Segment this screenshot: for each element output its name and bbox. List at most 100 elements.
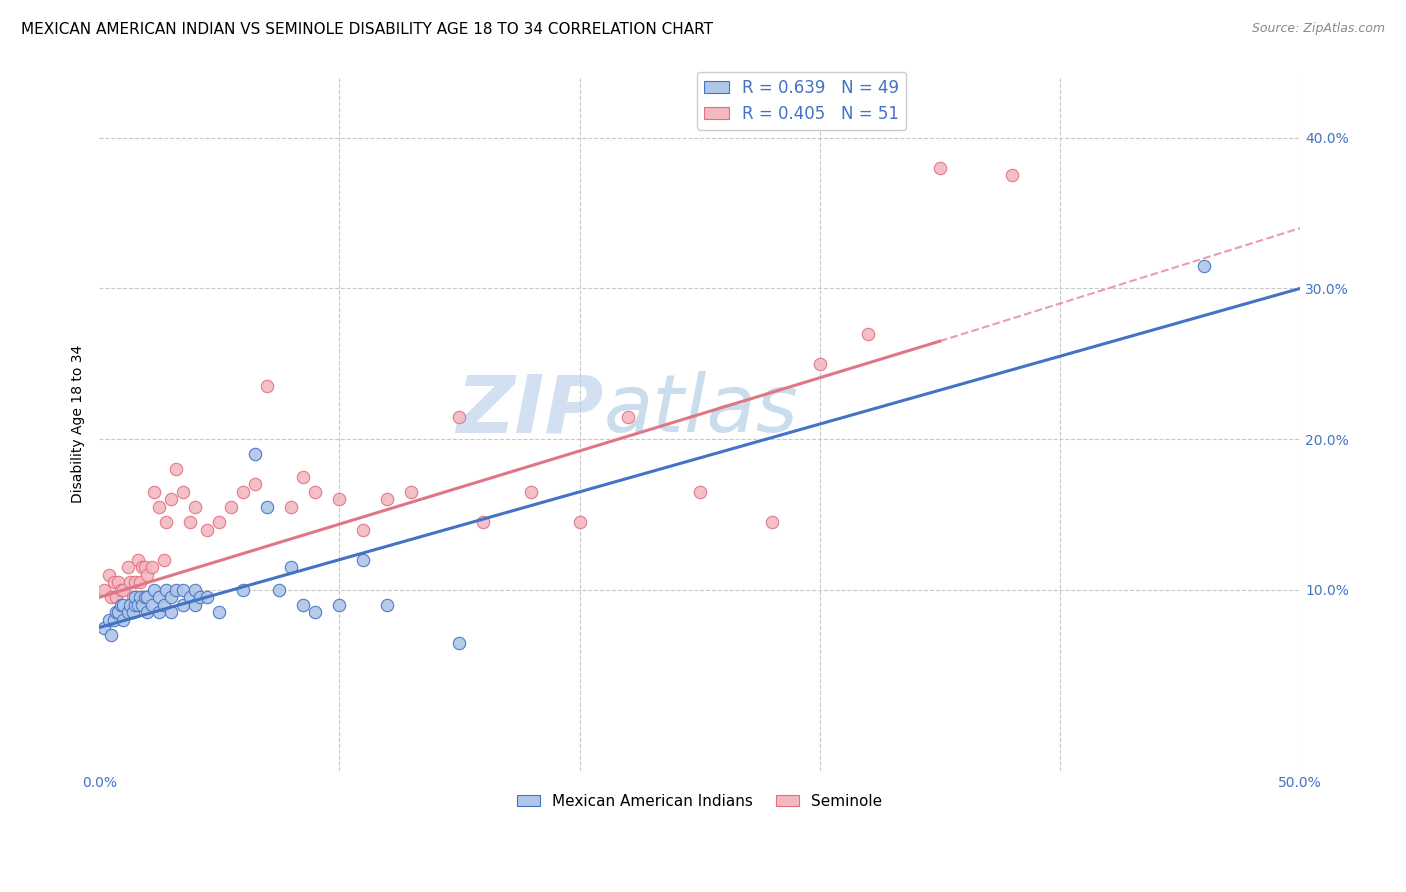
Point xyxy=(292,470,315,484)
Point xyxy=(208,606,231,620)
Point xyxy=(179,515,201,529)
Point xyxy=(195,591,218,605)
Point xyxy=(449,409,471,424)
Point xyxy=(761,515,783,529)
Point xyxy=(120,575,142,590)
Point xyxy=(103,613,125,627)
Point xyxy=(689,484,711,499)
Text: Source: ZipAtlas.com: Source: ZipAtlas.com xyxy=(1251,22,1385,36)
Point xyxy=(100,591,122,605)
Point xyxy=(117,606,139,620)
Point xyxy=(352,523,374,537)
Point xyxy=(328,492,350,507)
Point xyxy=(208,515,231,529)
Point xyxy=(245,477,267,491)
Point xyxy=(124,591,146,605)
Point xyxy=(165,582,187,597)
Point xyxy=(141,598,163,612)
Point xyxy=(280,560,302,574)
Point xyxy=(808,357,831,371)
Point xyxy=(172,484,194,499)
Point xyxy=(136,606,159,620)
Point xyxy=(245,447,267,461)
Point xyxy=(269,582,291,597)
Point xyxy=(127,552,149,566)
Point xyxy=(121,606,143,620)
Point xyxy=(148,606,170,620)
Point xyxy=(112,613,135,627)
Point xyxy=(172,582,194,597)
Point xyxy=(304,484,326,499)
Point xyxy=(93,620,115,634)
Point xyxy=(104,591,127,605)
Point xyxy=(110,582,132,597)
Point xyxy=(153,598,176,612)
Text: MEXICAN AMERICAN INDIAN VS SEMINOLE DISABILITY AGE 18 TO 34 CORRELATION CHART: MEXICAN AMERICAN INDIAN VS SEMINOLE DISA… xyxy=(21,22,713,37)
Point xyxy=(134,560,156,574)
Point xyxy=(155,515,177,529)
Point xyxy=(134,591,156,605)
Point xyxy=(141,560,163,574)
Point xyxy=(328,598,350,612)
Point xyxy=(143,582,166,597)
Point xyxy=(136,591,159,605)
Point xyxy=(401,484,423,499)
Point xyxy=(107,575,129,590)
Point xyxy=(100,628,122,642)
Point xyxy=(616,409,638,424)
Point xyxy=(232,582,254,597)
Y-axis label: Disability Age 18 to 34: Disability Age 18 to 34 xyxy=(72,345,86,503)
Point xyxy=(377,598,399,612)
Point xyxy=(121,591,143,605)
Point xyxy=(184,500,207,514)
Point xyxy=(568,515,591,529)
Point xyxy=(148,500,170,514)
Point xyxy=(179,591,201,605)
Point xyxy=(472,515,495,529)
Point xyxy=(449,635,471,649)
Point xyxy=(304,606,326,620)
Point xyxy=(97,613,120,627)
Point xyxy=(136,567,159,582)
Point xyxy=(110,598,132,612)
Legend: Mexican American Indians, Seminole: Mexican American Indians, Seminole xyxy=(510,788,889,815)
Point xyxy=(256,500,278,514)
Point xyxy=(377,492,399,507)
Point xyxy=(143,484,166,499)
Point xyxy=(172,598,194,612)
Text: ZIP: ZIP xyxy=(456,371,603,450)
Point xyxy=(184,582,207,597)
Point xyxy=(155,582,177,597)
Point xyxy=(131,560,153,574)
Point xyxy=(93,582,115,597)
Point xyxy=(219,500,242,514)
Point xyxy=(160,492,183,507)
Point xyxy=(165,462,187,476)
Point xyxy=(129,575,152,590)
Point xyxy=(127,598,149,612)
Point xyxy=(120,598,142,612)
Point xyxy=(117,560,139,574)
Point xyxy=(292,598,315,612)
Point xyxy=(1001,169,1024,183)
Point xyxy=(928,161,950,175)
Point xyxy=(107,606,129,620)
Point xyxy=(131,598,153,612)
Point xyxy=(104,606,127,620)
Point xyxy=(103,575,125,590)
Point xyxy=(148,591,170,605)
Point xyxy=(153,552,176,566)
Point xyxy=(856,326,879,341)
Point xyxy=(188,591,211,605)
Point xyxy=(280,500,302,514)
Point xyxy=(124,575,146,590)
Point xyxy=(112,582,135,597)
Point xyxy=(520,484,543,499)
Point xyxy=(160,606,183,620)
Point xyxy=(112,598,135,612)
Point xyxy=(232,484,254,499)
Point xyxy=(160,591,183,605)
Point xyxy=(352,552,374,566)
Point xyxy=(97,567,120,582)
Point xyxy=(184,598,207,612)
